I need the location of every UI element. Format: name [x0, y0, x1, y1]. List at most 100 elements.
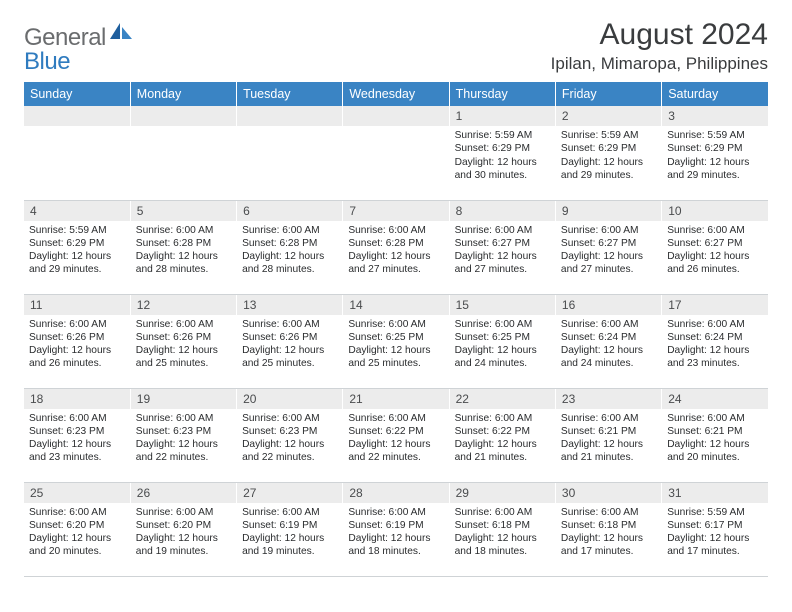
calendar-day-cell: 1Sunrise: 5:59 AMSunset: 6:29 PMDaylight… [449, 106, 555, 200]
calendar-day-cell: 11Sunrise: 6:00 AMSunset: 6:26 PMDayligh… [24, 294, 130, 388]
day-details: Sunrise: 6:00 AMSunset: 6:21 PMDaylight:… [662, 409, 768, 469]
calendar-week-row: 1Sunrise: 5:59 AMSunset: 6:29 PMDaylight… [24, 106, 768, 200]
day-number: 3 [662, 106, 768, 126]
calendar-day-cell: 27Sunrise: 6:00 AMSunset: 6:19 PMDayligh… [237, 482, 343, 576]
calendar-day-cell: 22Sunrise: 6:00 AMSunset: 6:22 PMDayligh… [449, 388, 555, 482]
day-number [343, 106, 448, 126]
brand-logo: General [24, 18, 134, 52]
calendar-day-cell: 13Sunrise: 6:00 AMSunset: 6:26 PMDayligh… [237, 294, 343, 388]
day-details: Sunrise: 5:59 AMSunset: 6:29 PMDaylight:… [450, 126, 555, 186]
day-details: Sunrise: 6:00 AMSunset: 6:22 PMDaylight:… [343, 409, 448, 469]
day-details [343, 126, 448, 133]
calendar-day-cell: 14Sunrise: 6:00 AMSunset: 6:25 PMDayligh… [343, 294, 449, 388]
weekday-header: Sunday [24, 82, 130, 106]
day-number [131, 106, 236, 126]
brand-text-blue: Blue [24, 48, 70, 75]
day-number: 2 [556, 106, 661, 126]
day-number: 5 [131, 201, 236, 221]
day-number: 27 [237, 483, 342, 503]
weekday-header: Saturday [662, 82, 768, 106]
calendar-week-row: 18Sunrise: 6:00 AMSunset: 6:23 PMDayligh… [24, 388, 768, 482]
day-details: Sunrise: 6:00 AMSunset: 6:27 PMDaylight:… [556, 221, 661, 281]
calendar-day-cell: 25Sunrise: 6:00 AMSunset: 6:20 PMDayligh… [24, 482, 130, 576]
day-number: 4 [24, 201, 130, 221]
calendar-day-cell [130, 106, 236, 200]
calendar-day-cell: 5Sunrise: 6:00 AMSunset: 6:28 PMDaylight… [130, 200, 236, 294]
calendar-day-cell: 9Sunrise: 6:00 AMSunset: 6:27 PMDaylight… [555, 200, 661, 294]
day-details: Sunrise: 6:00 AMSunset: 6:25 PMDaylight:… [343, 315, 448, 375]
calendar-day-cell: 19Sunrise: 6:00 AMSunset: 6:23 PMDayligh… [130, 388, 236, 482]
calendar-day-cell [343, 106, 449, 200]
day-details: Sunrise: 6:00 AMSunset: 6:28 PMDaylight:… [237, 221, 342, 281]
calendar-day-cell: 28Sunrise: 6:00 AMSunset: 6:19 PMDayligh… [343, 482, 449, 576]
calendar-day-cell: 24Sunrise: 6:00 AMSunset: 6:21 PMDayligh… [662, 388, 768, 482]
day-details: Sunrise: 6:00 AMSunset: 6:28 PMDaylight:… [131, 221, 236, 281]
day-number: 10 [662, 201, 768, 221]
day-number: 31 [662, 483, 768, 503]
weekday-header: Thursday [449, 82, 555, 106]
day-details: Sunrise: 6:00 AMSunset: 6:22 PMDaylight:… [450, 409, 555, 469]
day-details: Sunrise: 6:00 AMSunset: 6:20 PMDaylight:… [131, 503, 236, 563]
calendar-week-row: 11Sunrise: 6:00 AMSunset: 6:26 PMDayligh… [24, 294, 768, 388]
day-details: Sunrise: 6:00 AMSunset: 6:19 PMDaylight:… [237, 503, 342, 563]
day-details: Sunrise: 6:00 AMSunset: 6:24 PMDaylight:… [556, 315, 661, 375]
calendar-day-cell: 31Sunrise: 5:59 AMSunset: 6:17 PMDayligh… [662, 482, 768, 576]
calendar-week-row: 25Sunrise: 6:00 AMSunset: 6:20 PMDayligh… [24, 482, 768, 576]
calendar-day-cell: 10Sunrise: 6:00 AMSunset: 6:27 PMDayligh… [662, 200, 768, 294]
day-details: Sunrise: 6:00 AMSunset: 6:25 PMDaylight:… [450, 315, 555, 375]
day-details: Sunrise: 6:00 AMSunset: 6:19 PMDaylight:… [343, 503, 448, 563]
day-details: Sunrise: 6:00 AMSunset: 6:27 PMDaylight:… [662, 221, 768, 281]
day-number: 9 [556, 201, 661, 221]
calendar-day-cell [24, 106, 130, 200]
day-details [24, 126, 130, 133]
calendar-day-cell: 12Sunrise: 6:00 AMSunset: 6:26 PMDayligh… [130, 294, 236, 388]
weekday-header-row: SundayMondayTuesdayWednesdayThursdayFrid… [24, 82, 768, 106]
calendar-day-cell: 21Sunrise: 6:00 AMSunset: 6:22 PMDayligh… [343, 388, 449, 482]
calendar-day-cell: 6Sunrise: 6:00 AMSunset: 6:28 PMDaylight… [237, 200, 343, 294]
day-details: Sunrise: 6:00 AMSunset: 6:26 PMDaylight:… [131, 315, 236, 375]
day-details: Sunrise: 6:00 AMSunset: 6:23 PMDaylight:… [237, 409, 342, 469]
day-number: 17 [662, 295, 768, 315]
month-title: August 2024 [551, 18, 768, 52]
day-number: 1 [450, 106, 555, 126]
day-number: 11 [24, 295, 130, 315]
day-number: 7 [343, 201, 448, 221]
weekday-header: Monday [130, 82, 236, 106]
day-details: Sunrise: 6:00 AMSunset: 6:20 PMDaylight:… [24, 503, 130, 563]
day-details: Sunrise: 5:59 AMSunset: 6:17 PMDaylight:… [662, 503, 768, 563]
location-subtitle: Ipilan, Mimaropa, Philippines [551, 54, 768, 74]
day-number: 23 [556, 389, 661, 409]
calendar-day-cell: 23Sunrise: 6:00 AMSunset: 6:21 PMDayligh… [555, 388, 661, 482]
day-number [237, 106, 342, 126]
day-number [24, 106, 130, 126]
calendar-day-cell: 16Sunrise: 6:00 AMSunset: 6:24 PMDayligh… [555, 294, 661, 388]
day-number: 22 [450, 389, 555, 409]
day-number: 20 [237, 389, 342, 409]
calendar-day-cell: 8Sunrise: 6:00 AMSunset: 6:27 PMDaylight… [449, 200, 555, 294]
calendar-day-cell: 7Sunrise: 6:00 AMSunset: 6:28 PMDaylight… [343, 200, 449, 294]
day-details: Sunrise: 6:00 AMSunset: 6:27 PMDaylight:… [450, 221, 555, 281]
day-details: Sunrise: 6:00 AMSunset: 6:21 PMDaylight:… [556, 409, 661, 469]
day-details: Sunrise: 6:00 AMSunset: 6:26 PMDaylight:… [237, 315, 342, 375]
calendar-table: SundayMondayTuesdayWednesdayThursdayFrid… [24, 82, 768, 577]
day-details: Sunrise: 6:00 AMSunset: 6:18 PMDaylight:… [556, 503, 661, 563]
day-number: 29 [450, 483, 555, 503]
calendar-day-cell: 2Sunrise: 5:59 AMSunset: 6:29 PMDaylight… [555, 106, 661, 200]
day-details [237, 126, 342, 133]
day-number: 19 [131, 389, 236, 409]
day-number: 12 [131, 295, 236, 315]
day-details [131, 126, 236, 133]
day-details: Sunrise: 5:59 AMSunset: 6:29 PMDaylight:… [556, 126, 661, 186]
day-number: 8 [450, 201, 555, 221]
day-number: 24 [662, 389, 768, 409]
day-details: Sunrise: 6:00 AMSunset: 6:26 PMDaylight:… [24, 315, 130, 375]
calendar-body: 1Sunrise: 5:59 AMSunset: 6:29 PMDaylight… [24, 106, 768, 576]
calendar-day-cell: 26Sunrise: 6:00 AMSunset: 6:20 PMDayligh… [130, 482, 236, 576]
day-details: Sunrise: 6:00 AMSunset: 6:24 PMDaylight:… [662, 315, 768, 375]
day-number: 25 [24, 483, 130, 503]
day-details: Sunrise: 6:00 AMSunset: 6:28 PMDaylight:… [343, 221, 448, 281]
day-number: 14 [343, 295, 448, 315]
calendar-day-cell: 4Sunrise: 5:59 AMSunset: 6:29 PMDaylight… [24, 200, 130, 294]
day-details: Sunrise: 6:00 AMSunset: 6:23 PMDaylight:… [24, 409, 130, 469]
weekday-header: Tuesday [237, 82, 343, 106]
